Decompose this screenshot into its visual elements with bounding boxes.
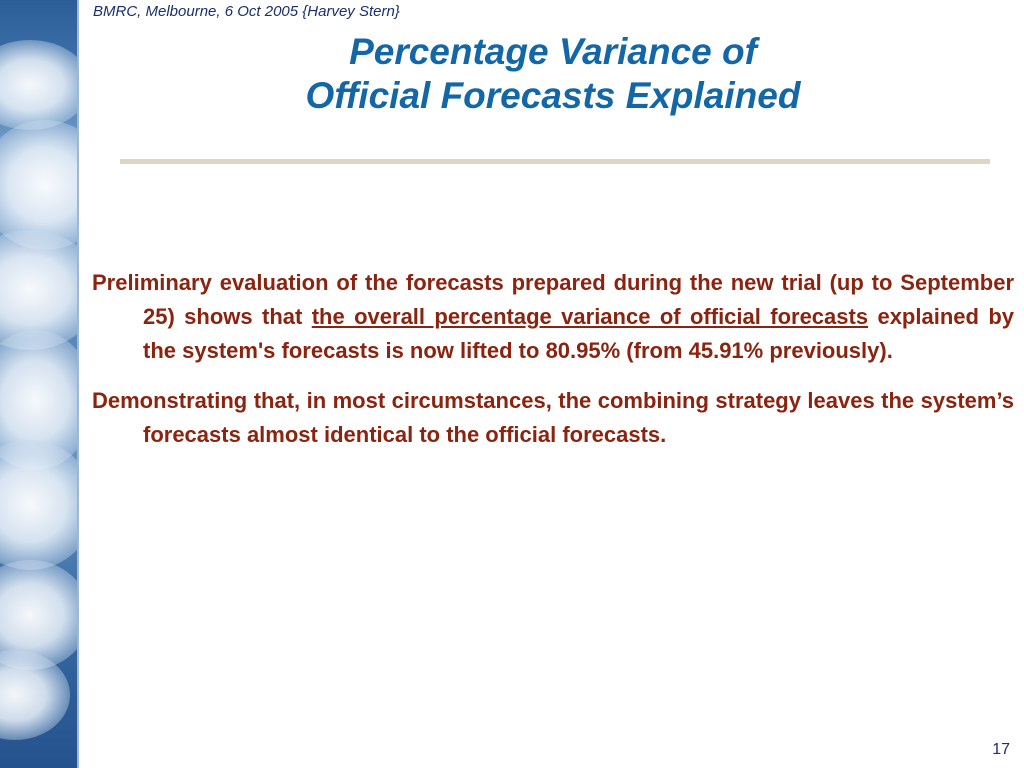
paragraph-1-prefix: Preliminary evaluation of the forecasts … (92, 270, 1014, 329)
title-line-2: Official Forecasts Explained (305, 75, 801, 116)
header-meta: BMRC, Melbourne, 6 Oct 2005 {Harvey Ster… (93, 3, 400, 20)
cloud-shape (0, 440, 79, 570)
paragraph-1-underlined: the overall percentage variance of offic… (311, 304, 869, 329)
slide-body: Preliminary evaluation of the forecasts … (92, 266, 1014, 452)
slide-title: Percentage Variance of Official Forecast… (240, 30, 866, 118)
paragraph-1: Preliminary evaluation of the forecasts … (92, 266, 1014, 368)
cloud-shape (0, 650, 70, 740)
paragraph-2: Demonstrating that, in most circumstance… (92, 388, 1014, 447)
cloud-shape (0, 120, 79, 250)
title-line-1: Percentage Variance of (349, 31, 757, 72)
page-number: 17 (992, 741, 1010, 758)
title-rule (120, 159, 990, 164)
paragraph-1-suffix: explained by the system's forecasts is n… (143, 304, 1014, 363)
sidebar-divider (77, 0, 79, 768)
cloud-shape (0, 40, 79, 130)
sky-strip (0, 0, 79, 768)
